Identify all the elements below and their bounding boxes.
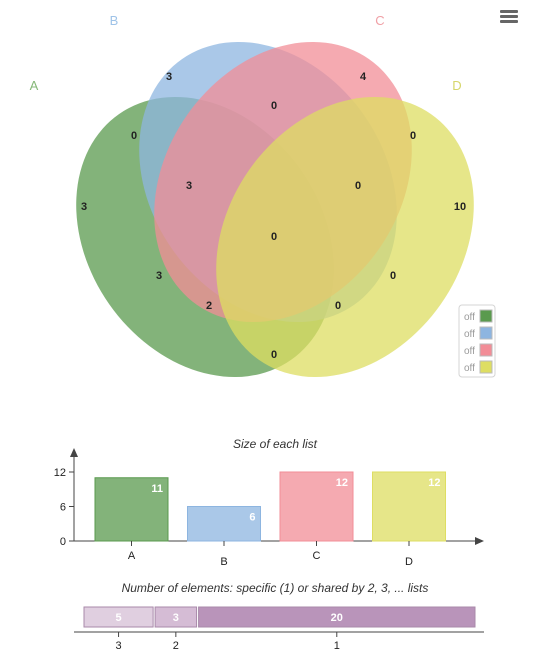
venn-set-label-b: B (110, 13, 119, 28)
bar-value-label: 11 (151, 483, 163, 495)
venn-region-count: 0 (131, 130, 137, 142)
venn-set-label-a: A (30, 78, 39, 93)
legend-item-label: off (464, 312, 475, 323)
x-tick-label: D (405, 556, 413, 568)
segment-value-label: 3 (173, 612, 179, 624)
legend-item-label: off (464, 346, 475, 357)
bar-value-label: 12 (428, 477, 440, 489)
segment-value-label: 20 (331, 612, 343, 624)
legend-swatch (479, 343, 493, 357)
legend-item-c[interactable]: off (464, 343, 493, 357)
venn-region-count: 0 (410, 130, 416, 142)
shared-segment-1[interactable] (198, 606, 476, 628)
y-tick-label: 12 (54, 467, 66, 479)
venn-set-label-c: C (375, 13, 384, 28)
venn-region-count: 0 (390, 270, 396, 282)
venn-region-count: 0 (271, 349, 277, 361)
venn-region-count: 0 (335, 300, 341, 312)
venn-region-count: 10 (454, 201, 466, 213)
bar-b[interactable] (187, 506, 261, 542)
legend-item-d[interactable]: off (464, 360, 493, 374)
y-tick-label: 0 (60, 536, 66, 548)
venn-legend: off off off off (458, 304, 496, 378)
venn-set-d-ellipse[interactable] (163, 47, 527, 427)
hamburger-menu-icon[interactable] (496, 8, 522, 28)
venn-region-count: 3 (166, 71, 172, 83)
venn-region-count: 0 (271, 231, 277, 243)
shared-segment-2[interactable] (154, 606, 198, 628)
venn-region-count: 3 (186, 180, 192, 192)
bar-value-label: 12 (336, 477, 348, 489)
shared-elements-chart: Number of elements: specific (1) or shar… (74, 581, 484, 652)
venn-region-count: 3 (156, 270, 162, 282)
venn-region-count: 0 (271, 100, 277, 112)
venn-region-count: 0 (355, 180, 361, 192)
legend-item-a[interactable]: off (464, 309, 493, 323)
x-axis-arrow (475, 537, 484, 545)
venn-region-count: 4 (360, 71, 367, 83)
segment-value-label: 5 (115, 612, 121, 624)
x-tick-label: B (220, 556, 227, 568)
list-size-chart: Size of each list 0 6 12 11 A 6 B 12 C 12 D (54, 437, 484, 568)
bar-value-label: 6 (249, 512, 255, 524)
bar-c[interactable] (279, 471, 354, 542)
bar-a[interactable] (94, 477, 169, 542)
x-tick-label: 2 (173, 640, 179, 652)
legend-swatch (479, 360, 493, 374)
x-tick-label: A (128, 550, 136, 562)
legend-item-b[interactable]: off (464, 326, 493, 340)
shared-segment-3[interactable] (83, 606, 154, 628)
chart-title: Number of elements: specific (1) or shar… (122, 581, 429, 595)
legend-item-label: off (464, 329, 475, 340)
legend-swatch (479, 309, 493, 323)
y-axis-arrow (70, 448, 78, 457)
x-tick-label: C (313, 550, 321, 562)
bar-d[interactable] (372, 471, 446, 542)
chart-title: Size of each list (233, 437, 318, 451)
x-tick-label: 3 (115, 640, 121, 652)
venn-region-count: 3 (81, 201, 87, 213)
legend-item-label: off (464, 363, 475, 374)
venn-region-count: 2 (206, 300, 212, 312)
legend-swatch (479, 326, 493, 340)
venn-set-label-d: D (452, 78, 461, 93)
y-tick-label: 6 (60, 502, 66, 514)
venn-diagram: A B C D 3 3 4 10 0 0 0 3 0 0 3 0 2 0 0 (30, 13, 527, 427)
x-tick-label: 1 (334, 640, 340, 652)
